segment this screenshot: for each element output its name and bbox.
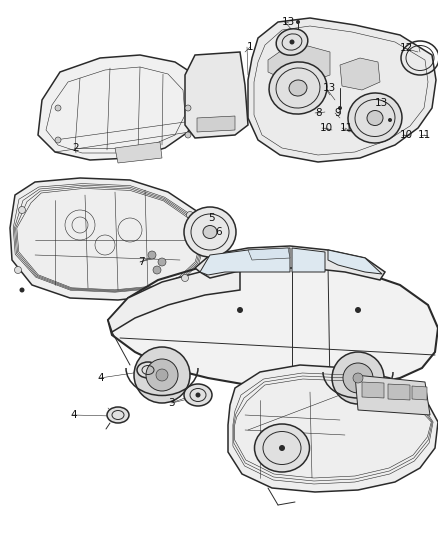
Circle shape <box>295 85 301 91</box>
Ellipse shape <box>184 207 236 257</box>
Text: 11: 11 <box>340 123 353 133</box>
Text: 13: 13 <box>323 83 336 93</box>
Circle shape <box>14 266 21 273</box>
Polygon shape <box>38 55 198 160</box>
Text: 1: 1 <box>247 42 254 52</box>
Polygon shape <box>10 178 210 300</box>
Circle shape <box>279 445 285 451</box>
Circle shape <box>55 105 61 111</box>
Text: 4: 4 <box>70 410 77 420</box>
Text: 13: 13 <box>375 98 388 108</box>
Text: 4: 4 <box>97 373 104 383</box>
Circle shape <box>153 266 161 274</box>
Circle shape <box>20 287 25 293</box>
Circle shape <box>158 258 166 266</box>
Polygon shape <box>292 248 325 272</box>
Text: 11: 11 <box>418 130 431 140</box>
Ellipse shape <box>203 225 217 238</box>
Circle shape <box>185 132 191 138</box>
Polygon shape <box>108 266 240 332</box>
Circle shape <box>388 118 392 122</box>
Text: 13: 13 <box>282 17 295 27</box>
Polygon shape <box>248 18 436 162</box>
Polygon shape <box>197 116 235 132</box>
Polygon shape <box>268 46 330 82</box>
Polygon shape <box>340 58 380 90</box>
Text: 12: 12 <box>400 43 413 53</box>
Ellipse shape <box>289 80 307 96</box>
Polygon shape <box>412 386 427 400</box>
Polygon shape <box>248 248 290 260</box>
Polygon shape <box>362 382 384 398</box>
Ellipse shape <box>184 384 212 406</box>
Polygon shape <box>115 142 162 163</box>
Circle shape <box>208 230 212 235</box>
Ellipse shape <box>137 362 159 378</box>
Polygon shape <box>328 250 382 274</box>
Text: 10: 10 <box>320 123 333 133</box>
Ellipse shape <box>367 110 383 125</box>
Polygon shape <box>195 246 385 280</box>
Polygon shape <box>388 384 410 400</box>
Circle shape <box>146 359 178 391</box>
Text: 10: 10 <box>400 130 413 140</box>
Ellipse shape <box>348 93 402 143</box>
Ellipse shape <box>107 407 129 423</box>
Polygon shape <box>200 248 290 275</box>
Circle shape <box>18 206 25 214</box>
Text: 8: 8 <box>315 108 321 118</box>
Circle shape <box>343 363 373 393</box>
Circle shape <box>55 137 61 143</box>
Circle shape <box>332 352 384 404</box>
Circle shape <box>353 373 363 383</box>
Ellipse shape <box>276 29 308 55</box>
Text: 7: 7 <box>138 257 145 267</box>
Polygon shape <box>228 365 438 492</box>
Circle shape <box>372 116 378 120</box>
Circle shape <box>187 212 194 219</box>
Circle shape <box>237 307 243 313</box>
Circle shape <box>290 39 294 44</box>
Circle shape <box>195 392 201 398</box>
Circle shape <box>148 251 156 259</box>
Ellipse shape <box>269 62 327 114</box>
Ellipse shape <box>254 424 310 472</box>
Circle shape <box>338 106 342 110</box>
Polygon shape <box>355 375 430 415</box>
Circle shape <box>185 105 191 111</box>
Text: 3: 3 <box>168 398 175 408</box>
Polygon shape <box>185 52 248 138</box>
Circle shape <box>156 369 168 381</box>
Circle shape <box>181 274 188 281</box>
Text: 6: 6 <box>215 227 222 237</box>
Text: 2: 2 <box>72 143 79 153</box>
Text: 5: 5 <box>208 213 215 223</box>
Circle shape <box>134 347 190 403</box>
Circle shape <box>296 20 300 24</box>
Polygon shape <box>108 262 438 388</box>
Circle shape <box>355 307 361 313</box>
Text: 9: 9 <box>334 108 341 118</box>
